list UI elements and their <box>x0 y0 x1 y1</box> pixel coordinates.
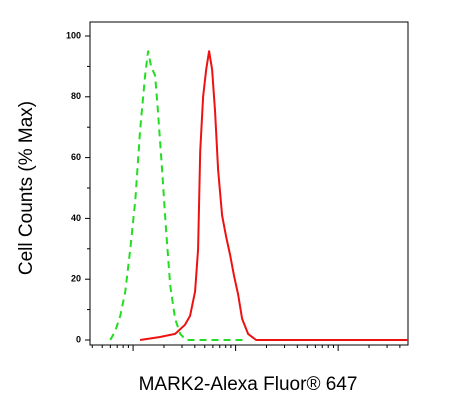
y-tick-label: 100 <box>66 30 81 40</box>
plot-frame <box>89 21 409 346</box>
y-tick-label: 0 <box>76 334 81 344</box>
y-tick-label: 80 <box>71 91 81 101</box>
y-tick-label: 60 <box>71 152 81 162</box>
y-tick-label: 20 <box>71 274 81 284</box>
x-axis-title: MARK2-Alexa Fluor® 647 <box>139 374 358 395</box>
histogram-line <box>139 50 408 341</box>
histogram-line <box>109 50 246 341</box>
y-tick-label: 40 <box>71 213 81 223</box>
y-axis-title: Cell Counts (% Max) <box>16 101 37 275</box>
